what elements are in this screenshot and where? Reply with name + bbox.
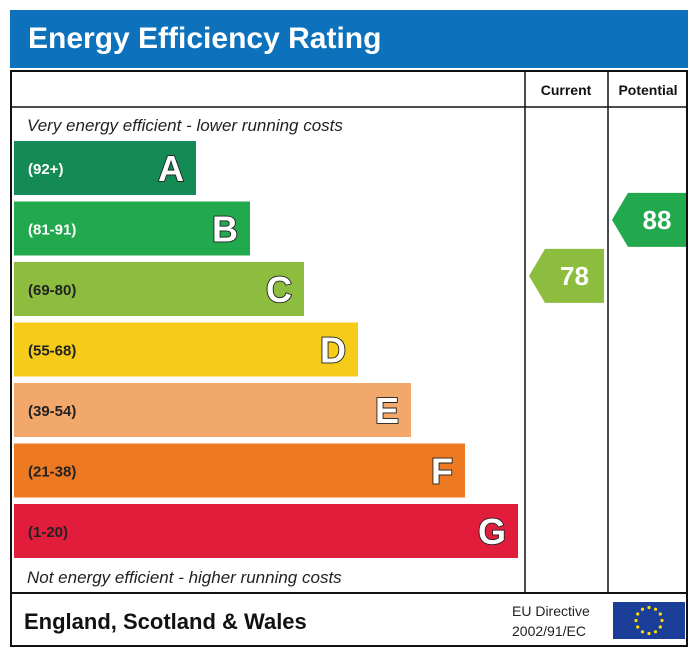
eu-star-icon bbox=[647, 631, 651, 636]
eu-star-icon bbox=[653, 630, 658, 634]
band-letter-b: B bbox=[212, 209, 238, 250]
band-bar-e bbox=[14, 383, 411, 437]
band-letter-a: A bbox=[158, 148, 184, 189]
footer-directive-line2: 2002/91/EC bbox=[512, 623, 586, 639]
inefficient-note: Not energy efficient - higher running co… bbox=[27, 568, 342, 587]
band-range-e: (39-54) bbox=[28, 403, 76, 420]
current-column-header: Current bbox=[541, 82, 592, 98]
eu-star-icon bbox=[647, 605, 651, 610]
potential-column-header: Potential bbox=[618, 82, 677, 98]
band-letter-c: C bbox=[266, 269, 292, 310]
band-g: (1-20) G bbox=[14, 504, 518, 558]
band-bar-f bbox=[14, 443, 465, 498]
band-f: (21-38) F bbox=[14, 443, 465, 498]
chart-title: Energy Efficiency Rating bbox=[28, 22, 382, 55]
band-letter-f: F bbox=[431, 451, 453, 492]
efficient-note: Very energy efficient - lower running co… bbox=[27, 116, 343, 135]
band-d: (55-68) D bbox=[14, 322, 358, 377]
footer-region: England, Scotland & Wales bbox=[24, 609, 307, 634]
band-a: (92+) A bbox=[14, 141, 196, 195]
band-range-b: (81-91) bbox=[28, 222, 76, 239]
band-bar-d bbox=[14, 322, 358, 377]
band-bar-a bbox=[14, 141, 196, 195]
band-letter-d: D bbox=[320, 330, 346, 371]
band-bar-b bbox=[14, 201, 250, 256]
chart-frame bbox=[10, 70, 688, 647]
band-c: (69-80) C bbox=[14, 262, 304, 316]
band-bar-g bbox=[14, 504, 518, 558]
band-range-c: (69-80) bbox=[28, 282, 76, 299]
band-range-f: (21-38) bbox=[28, 464, 76, 481]
current-rating-arrow: 78 bbox=[529, 248, 604, 303]
eu-star-icon bbox=[653, 607, 658, 611]
band-letter-e: E bbox=[375, 390, 399, 431]
footer-directive-line1: EU Directive bbox=[512, 603, 590, 619]
eu-star-icon bbox=[658, 625, 662, 629]
eu-star-icon bbox=[658, 612, 662, 616]
eu-star-icon bbox=[640, 630, 645, 634]
band-range-d: (55-68) bbox=[28, 343, 76, 360]
band-letter-g: G bbox=[478, 511, 506, 552]
potential-rating-value: 88 bbox=[643, 205, 672, 235]
band-range-a: (92+) bbox=[28, 161, 63, 178]
band-b: (81-91) B bbox=[14, 201, 250, 256]
eu-star-icon bbox=[640, 607, 645, 611]
eu-star-icon bbox=[634, 618, 638, 623]
rating-bands: (92+) A (81-91) B (69-80) C (55-68) D (39-54) E (2… bbox=[14, 141, 518, 558]
band-e: (39-54) E bbox=[14, 383, 411, 437]
potential-rating-arrow: 88 bbox=[612, 192, 686, 247]
eu-star-icon bbox=[636, 625, 640, 629]
eu-flag-icon bbox=[613, 602, 685, 639]
current-rating-shape bbox=[529, 248, 604, 303]
band-range-g: (1-20) bbox=[28, 524, 68, 541]
title-bar: Energy Efficiency Rating bbox=[10, 10, 688, 68]
band-bar-c bbox=[14, 262, 304, 316]
potential-rating-shape bbox=[612, 192, 686, 247]
eu-star-icon bbox=[636, 612, 640, 616]
current-rating-value: 78 bbox=[560, 261, 589, 291]
eu-star-icon bbox=[660, 618, 664, 623]
